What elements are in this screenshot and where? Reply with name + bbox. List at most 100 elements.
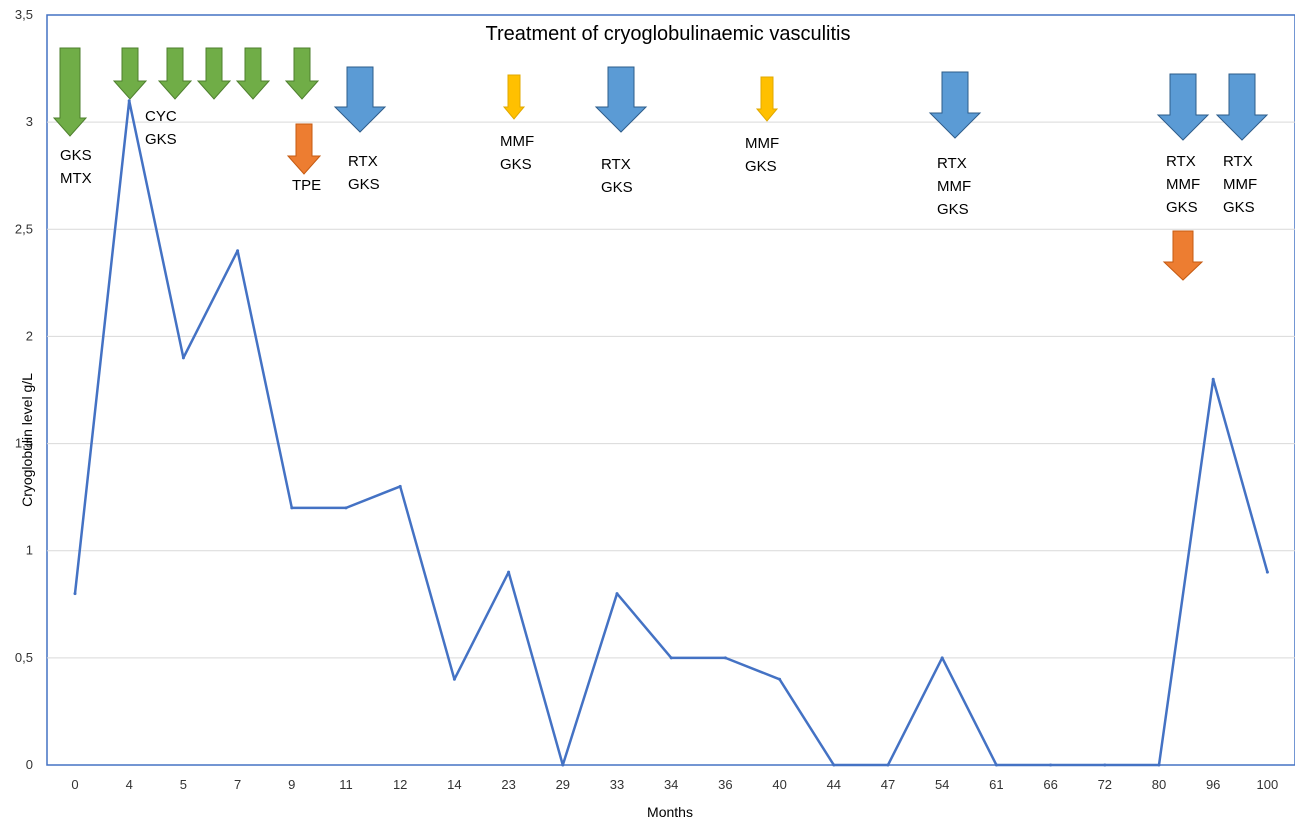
data-point [236,249,240,253]
x-tick-label: 44 [827,777,841,792]
blue-treatment-arrow [333,66,387,133]
x-tick-label: 4 [126,777,133,792]
y-tick-labels: 0 0,5 1 1,5 2 2,5 3 3,5 [15,7,33,772]
data-point [778,677,782,681]
data-point [398,484,402,488]
blue-treatment-arrow [1215,73,1269,141]
x-tick-label: 40 [772,777,786,792]
data-point [940,656,944,660]
data-point [1049,763,1053,767]
x-tick-label: 61 [989,777,1003,792]
y-tick-label: 1,5 [15,436,33,451]
treatment-label: TPE [292,177,321,194]
x-tick-label: 34 [664,777,678,792]
treatment-label: GKS [60,147,92,164]
data-point [561,763,565,767]
x-tick-label: 5 [180,777,187,792]
treatment-label: CYC [145,108,177,125]
x-tick-label: 11 [339,777,353,792]
treatment-label: GKS [745,158,777,175]
treatment-label: GKS [348,176,380,193]
y-tick-label: 3,5 [15,7,33,22]
x-tick-label: 12 [393,777,407,792]
blue-treatment-arrow [594,66,648,133]
treatment-label: MMF [1223,176,1257,193]
green-treatment-arrow [196,47,232,100]
y-tick-label: 0 [26,757,33,772]
data-point [615,592,619,596]
treatment-label: GKS [601,179,633,196]
orange-treatment-arrow [1162,230,1204,281]
chart-title: Treatment of cryoglobulinaemic vasculiti… [486,23,851,45]
treatment-arrows [52,47,1269,281]
data-series [73,99,1269,767]
x-tick-labels: 0 4 5 7 9 11 12 14 23 29 33 34 36 40 44 47 54 61 66 72 80 96 1… [71,777,1278,792]
data-point [994,763,998,767]
blue-treatment-arrow [1156,73,1210,141]
data-point [290,506,294,510]
data-point [1265,570,1269,574]
x-tick-label: 47 [881,777,895,792]
data-point [723,656,727,660]
x-tick-label: 33 [610,777,624,792]
x-tick-label: 54 [935,777,949,792]
x-tick-label: 80 [1152,777,1166,792]
orange-treatment-arrow [286,123,322,175]
treatment-label: MMF [1166,176,1200,193]
treatment-label: RTX [348,153,378,170]
treatment-label: MMF [745,135,779,152]
green-treatment-arrow [112,47,148,100]
y-tick-label: 2,5 [15,221,33,236]
yellow-treatment-arrow [755,76,779,122]
data-point [127,99,131,103]
green-treatment-arrow [157,47,193,100]
data-point [1211,377,1215,381]
treatment-label: GKS [1166,199,1198,216]
plot-frame [46,14,1295,766]
x-tick-label: 66 [1043,777,1057,792]
data-point [832,763,836,767]
data-point [181,356,185,360]
y-axis-label: Cryoglobulin level g/L [19,373,35,507]
data-point [1103,763,1107,767]
x-tick-label: 72 [1098,777,1112,792]
yellow-treatment-arrow [502,74,526,120]
data-point [886,763,890,767]
x-tick-label: 9 [288,777,295,792]
treatment-label: GKS [145,131,177,148]
treatment-label: GKS [500,156,532,173]
treatment-label: RTX [937,155,967,172]
green-treatment-arrow [235,47,271,100]
x-tick-label: 36 [718,777,732,792]
x-axis-label: Months [647,804,693,820]
y-tick-label: 3 [26,114,33,129]
treatment-label: RTX [1166,153,1196,170]
blue-treatment-arrow [928,71,982,139]
data-point [507,570,511,574]
y-tick-label: 0,5 [15,650,33,665]
x-tick-label: 23 [501,777,515,792]
green-treatment-arrow [284,47,320,100]
x-tick-label: 96 [1206,777,1220,792]
data-point [669,656,673,660]
x-tick-label: 14 [447,777,461,792]
treatment-label: MMF [500,133,534,150]
data-point [73,592,77,596]
green-treatment-arrow [52,47,88,137]
x-tick-label: 0 [71,777,78,792]
data-point [452,677,456,681]
data-point [1157,763,1161,767]
treatment-label: GKS [1223,199,1255,216]
y-tick-label: 1 [26,543,33,558]
treatment-annotations: GKS MTX CYC GKS TPE RTX GKS MMF GKS RTX GKS MMF GKS R… [60,108,1257,218]
treatment-label: RTX [1223,153,1253,170]
data-point [344,506,348,510]
treatment-label: MMF [937,178,971,195]
x-tick-label: 100 [1257,777,1279,792]
x-tick-label: 29 [556,777,570,792]
treatment-label: RTX [601,156,631,173]
y-tick-label: 2 [26,328,33,343]
treatment-label: MTX [60,170,92,187]
x-tick-label: 7 [234,777,241,792]
